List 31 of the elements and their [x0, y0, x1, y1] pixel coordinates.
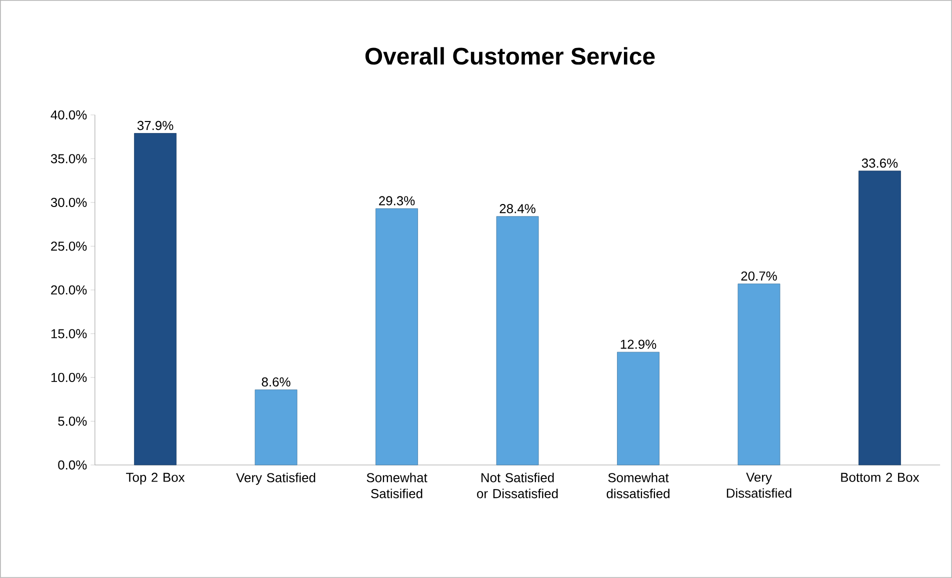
data-label: 33.6% [862, 158, 898, 168]
y-tick-label: 40.0% [50, 110, 87, 120]
bar [858, 170, 901, 466]
y-tick-label: 25.0% [51, 242, 87, 251]
bar [376, 208, 418, 466]
x-tick-label: Very Dissatisfied [726, 472, 792, 498]
y-tick-label: 30.0% [50, 198, 87, 208]
bar [496, 216, 539, 466]
data-label: 8.6% [262, 377, 290, 387]
x-tick-label: Very Satisfied [236, 472, 316, 485]
y-tick-label: 15.0% [51, 329, 87, 338]
bar [134, 133, 177, 466]
data-label: 20.7% [741, 271, 777, 281]
chart-title: Overall Customer Service [365, 47, 655, 65]
y-tick-label: 35.0% [50, 154, 87, 164]
x-tick-label: Bottom 2 Box [841, 472, 920, 482]
x-tick-label: Not Satisfied or Dissatisfied [477, 472, 558, 498]
x-tick-label: Somewhat Satisified [366, 472, 428, 498]
data-label: 37.9% [137, 120, 174, 130]
y-tick-label: 20.0% [51, 285, 87, 295]
y-tick-label: 5.0% [58, 416, 87, 426]
x-tick-label: Somewhat dissatisfied [606, 472, 670, 498]
bar [617, 352, 660, 466]
x-tick-label: Top 2 Box [126, 472, 185, 485]
y-tick-label: 10.0% [51, 372, 87, 382]
data-label: 29.3% [379, 196, 415, 206]
bar [254, 390, 298, 466]
y-tick-label: 0.0% [58, 460, 87, 470]
data-label: 12.9% [620, 340, 656, 349]
data-label: 28.4% [500, 204, 536, 214]
bar [738, 284, 780, 466]
